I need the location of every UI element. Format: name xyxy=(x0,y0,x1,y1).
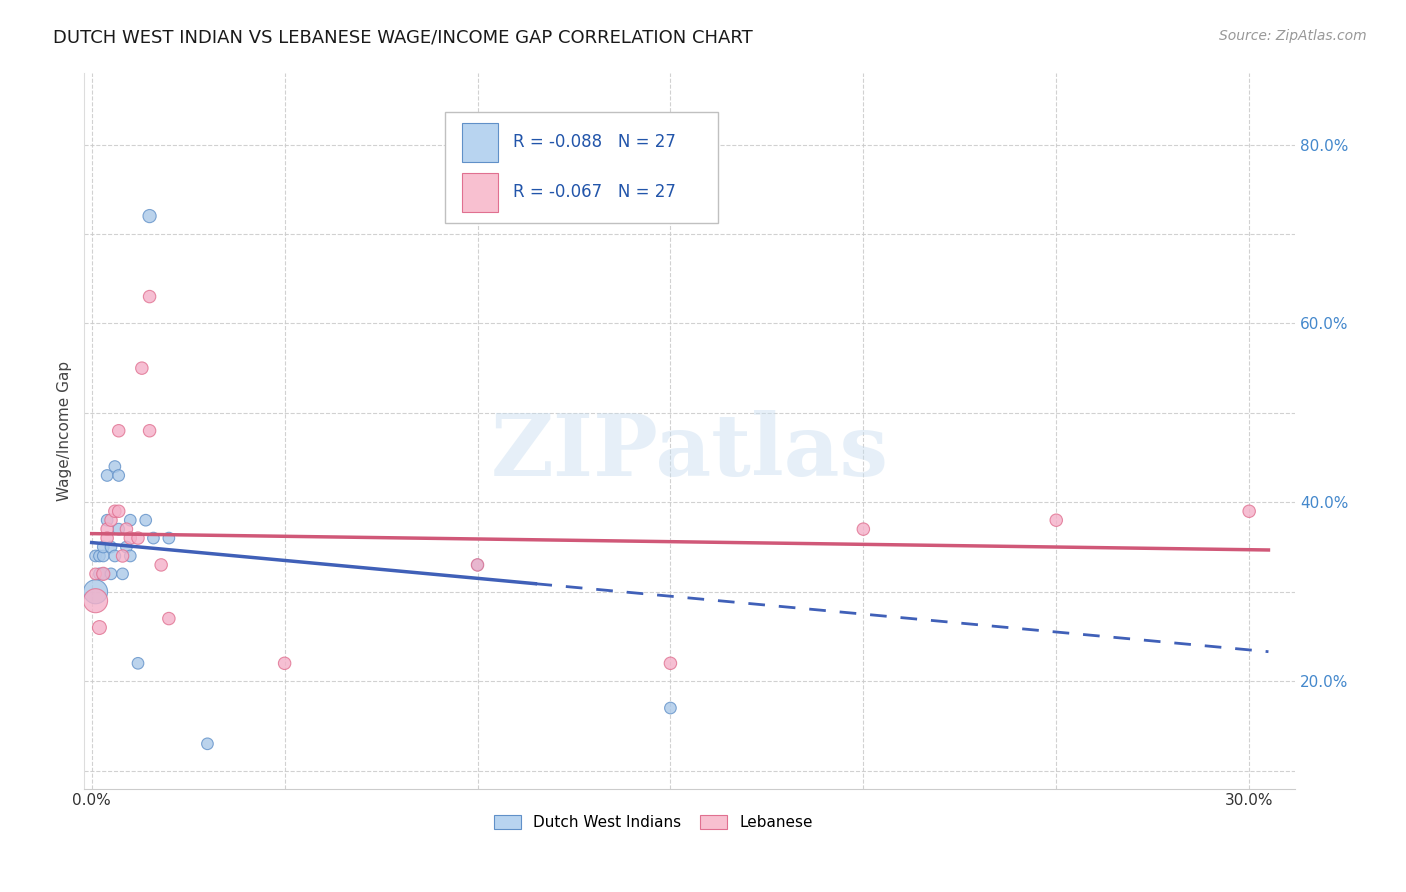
Point xyxy=(120,549,142,563)
Point xyxy=(157,611,180,625)
Point xyxy=(89,621,111,635)
Point xyxy=(157,531,180,545)
Point xyxy=(659,657,682,671)
Point xyxy=(115,540,138,554)
Point xyxy=(89,566,111,581)
Point xyxy=(273,657,295,671)
Point xyxy=(150,558,173,572)
Point xyxy=(96,522,118,536)
Point xyxy=(91,540,114,554)
Point xyxy=(96,531,118,545)
Point xyxy=(104,459,127,474)
Point xyxy=(197,737,219,751)
Point xyxy=(91,566,114,581)
Point xyxy=(84,584,107,599)
Text: DUTCH WEST INDIAN VS LEBANESE WAGE/INCOME GAP CORRELATION CHART: DUTCH WEST INDIAN VS LEBANESE WAGE/INCOM… xyxy=(53,29,754,46)
Point xyxy=(120,513,142,527)
Point xyxy=(659,701,682,715)
Y-axis label: Wage/Income Gap: Wage/Income Gap xyxy=(58,360,72,500)
Point xyxy=(467,558,489,572)
Text: ZIPatlas: ZIPatlas xyxy=(491,410,889,494)
Point xyxy=(120,531,142,545)
Point xyxy=(91,549,114,563)
Point xyxy=(138,424,160,438)
Point xyxy=(111,566,134,581)
Point xyxy=(91,566,114,581)
Point xyxy=(107,468,129,483)
Point xyxy=(100,513,122,527)
Point xyxy=(852,522,875,536)
Point xyxy=(127,657,149,671)
Point xyxy=(96,468,118,483)
Point xyxy=(84,549,107,563)
FancyBboxPatch shape xyxy=(446,112,717,223)
Legend: Dutch West Indians, Lebanese: Dutch West Indians, Lebanese xyxy=(489,810,818,835)
Point xyxy=(100,540,122,554)
Point xyxy=(467,558,489,572)
Point xyxy=(138,289,160,303)
Point xyxy=(111,549,134,563)
Point xyxy=(107,424,129,438)
Point xyxy=(1237,504,1260,518)
Text: R = -0.088   N = 27: R = -0.088 N = 27 xyxy=(513,134,676,152)
Point xyxy=(138,209,160,223)
Point xyxy=(89,549,111,563)
Point xyxy=(107,522,129,536)
Point xyxy=(142,531,165,545)
Bar xyxy=(463,123,498,162)
Point xyxy=(96,513,118,527)
Point xyxy=(100,566,122,581)
Point xyxy=(104,549,127,563)
Point xyxy=(135,513,157,527)
Point xyxy=(107,504,129,518)
Text: Source: ZipAtlas.com: Source: ZipAtlas.com xyxy=(1219,29,1367,43)
Point xyxy=(84,593,107,607)
Text: R = -0.067   N = 27: R = -0.067 N = 27 xyxy=(513,184,676,202)
Point xyxy=(131,361,153,376)
Point xyxy=(115,522,138,536)
Point xyxy=(127,531,149,545)
Point xyxy=(84,566,107,581)
Point xyxy=(1045,513,1067,527)
Point xyxy=(104,504,127,518)
Bar xyxy=(463,173,498,212)
